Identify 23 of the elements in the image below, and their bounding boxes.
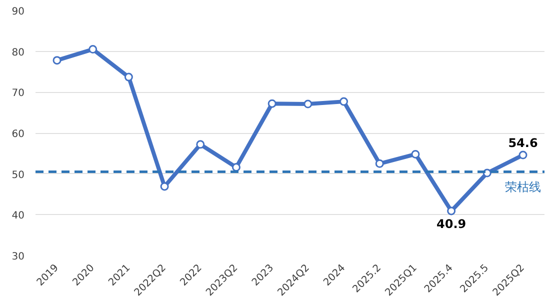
point bbox=[52, 56, 62, 65]
y-tick-label: 60 bbox=[12, 129, 25, 140]
point bbox=[88, 45, 98, 54]
point bbox=[340, 97, 348, 106]
point bbox=[196, 140, 205, 149]
point bbox=[411, 150, 420, 158]
y-tick-label: 90 bbox=[12, 6, 25, 18]
data-label: 40.9 bbox=[436, 216, 466, 231]
ref-line-label: 荣枯线 bbox=[504, 180, 541, 194]
point bbox=[375, 159, 384, 168]
point bbox=[447, 206, 456, 216]
y-tick-label: 80 bbox=[12, 47, 25, 58]
point bbox=[518, 150, 528, 160]
y-tick-label: 70 bbox=[12, 88, 25, 100]
y-tick-label: 50 bbox=[12, 170, 25, 181]
point bbox=[124, 72, 133, 82]
data-label: 54.6 bbox=[508, 136, 538, 150]
point bbox=[160, 182, 169, 191]
point bbox=[232, 163, 240, 172]
point bbox=[304, 100, 312, 108]
point bbox=[268, 99, 276, 108]
y-tick-label: 30 bbox=[12, 252, 25, 262]
y-tick-label: 40 bbox=[12, 210, 25, 222]
